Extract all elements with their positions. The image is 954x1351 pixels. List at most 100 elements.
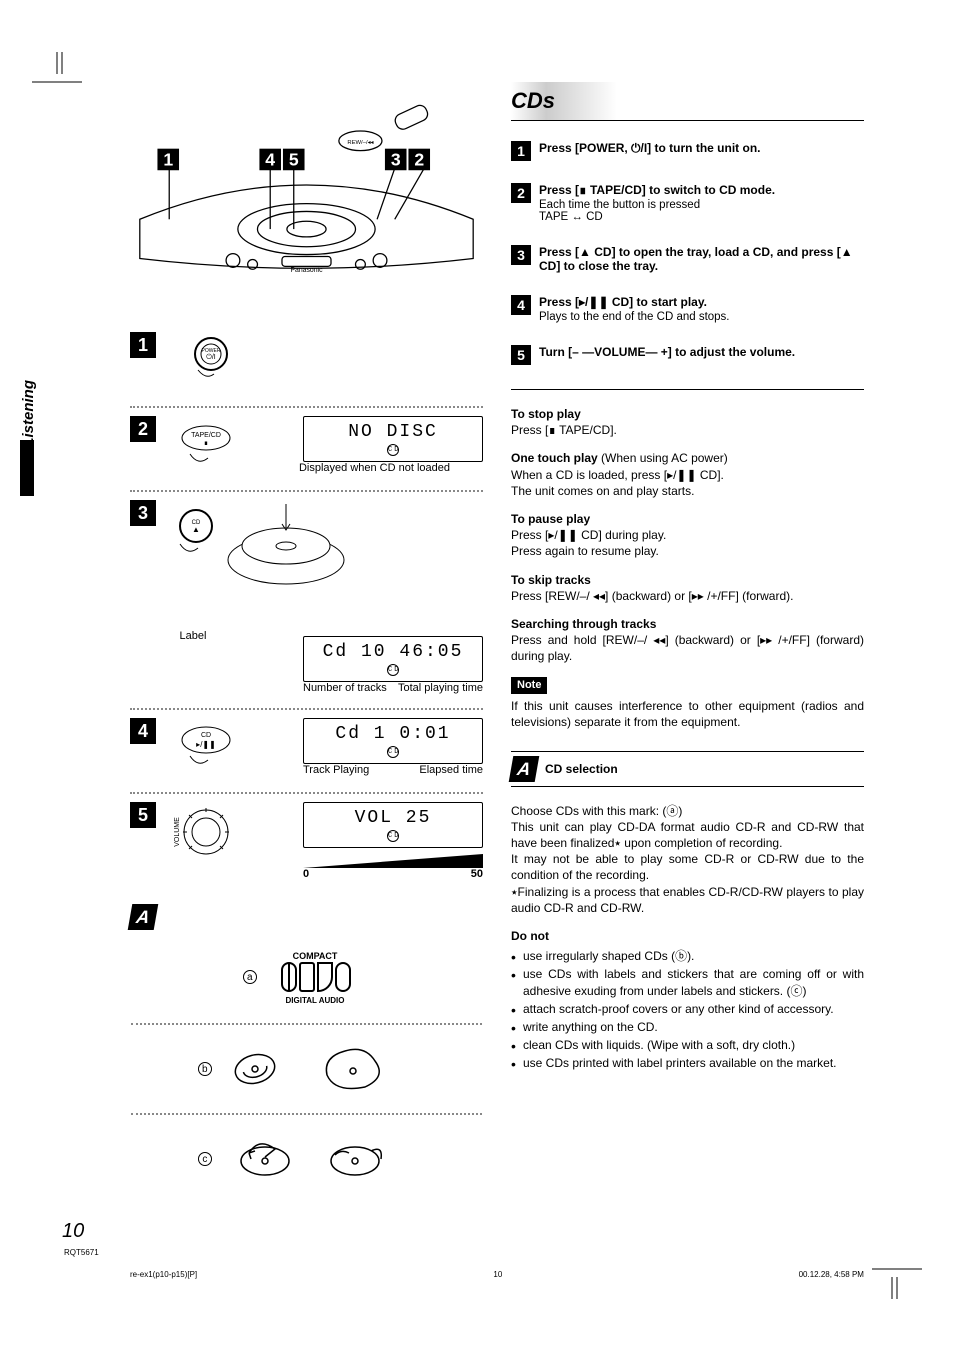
lcd-display: Cd 1 0:01 CD bbox=[303, 718, 483, 764]
side-tab-label: Listening bbox=[20, 380, 37, 447]
searching-tracks: Searching through tracksPress and hold [… bbox=[511, 616, 864, 665]
step-number: 1 bbox=[130, 332, 156, 358]
crop-top-left bbox=[32, 52, 82, 92]
svg-text:▸/❚❚: ▸/❚❚ bbox=[196, 740, 216, 749]
step-subtext: Plays to the end of the CD and stops. bbox=[539, 311, 864, 323]
svg-text:CD: CD bbox=[201, 732, 211, 739]
content-area: REW/–/◂◂ Panasonic 1 4 5 3 2 bbox=[130, 82, 864, 1255]
section-letter-badge: A bbox=[509, 756, 540, 782]
svg-text:COMPACT: COMPACT bbox=[293, 951, 338, 961]
svg-text:Panasonic: Panasonic bbox=[290, 267, 323, 274]
footer-left: re-ex1(p10-p15)[P] bbox=[130, 1270, 197, 1279]
caption-right: Total playing time bbox=[398, 682, 483, 694]
instruction-step: 2 Press [∎ TAPE/CD] to switch to CD mode.… bbox=[511, 183, 864, 223]
volume-knob-icon: VOLUME bbox=[166, 802, 256, 862]
lcd-text: Cd 10 46:05 bbox=[323, 642, 464, 662]
lcd-text: Cd 1 0:01 bbox=[335, 724, 450, 744]
device-figure: REW/–/◂◂ Panasonic 1 4 5 3 2 bbox=[130, 82, 483, 330]
instruction-step: 5 Turn [– —VOLUME— +] to adjust the volum… bbox=[511, 345, 864, 365]
svg-text:2: 2 bbox=[414, 149, 424, 169]
do-not-list: use irregularly shaped CDs (ⓑ). use CDs … bbox=[511, 948, 864, 1071]
lcd-text: NO DISC bbox=[348, 422, 438, 442]
caption-right: Elapsed time bbox=[419, 764, 483, 776]
step-text: Press [POWER, ⏻/I] to turn the unit on. bbox=[539, 141, 864, 156]
svg-text:TAPE/CD: TAPE/CD bbox=[191, 432, 221, 439]
lcd-display: Cd 10 46:05 CD bbox=[303, 636, 483, 682]
step-display-area: Cd 10 46:05 CD Number of tracks Total pl… bbox=[266, 636, 483, 694]
left-column: REW/–/◂◂ Panasonic 1 4 5 3 2 bbox=[130, 82, 483, 1255]
caption-left: Number of tracks bbox=[303, 682, 387, 694]
to-pause-play: To pause playPress [▸/❚❚ CD] during play… bbox=[511, 511, 864, 560]
marker-a: a bbox=[243, 970, 257, 984]
left-step-5: 5 VOLUME VOL 25 CD 050 bbox=[130, 802, 483, 880]
step-number: 2 bbox=[130, 416, 156, 442]
irregular-cds-row: b bbox=[131, 1031, 482, 1107]
footer-center: 10 bbox=[493, 1270, 502, 1279]
note-tag: Note bbox=[511, 677, 547, 694]
svg-text:3: 3 bbox=[391, 149, 401, 169]
playpause-button-icon: CD▸/❚❚ bbox=[166, 718, 256, 768]
divider-dots bbox=[130, 406, 483, 408]
cd-selection-heading: A CD selection bbox=[511, 751, 864, 787]
footer-right: 00.12.28, 4:58 PM bbox=[799, 1270, 864, 1279]
lcd-display: VOL 25 CD bbox=[303, 802, 483, 848]
cd-tray-icon: CD▲ bbox=[166, 500, 366, 610]
page-number: 10 bbox=[62, 1220, 84, 1243]
left-step-4: 4 CD▸/❚❚ Cd 1 0:01 CD Track Playing Elap… bbox=[130, 718, 483, 778]
svg-text:VOLUME: VOLUME bbox=[174, 817, 181, 847]
tapecd-button-icon: TAPE/CD∎ bbox=[166, 416, 256, 466]
step-text: Press [∎ TAPE/CD] to switch to CD mode. bbox=[539, 183, 864, 197]
step-text: Press [▸/❚❚ CD] to start play. bbox=[539, 295, 864, 309]
device-lineart: REW/–/◂◂ Panasonic 1 4 5 3 2 bbox=[130, 82, 483, 317]
step-number: 3 bbox=[511, 245, 531, 265]
step-subtext: Each time the button is pressed TAPE ↔ C… bbox=[539, 199, 864, 223]
instruction-step: 3Press [▲ CD] to open the tray, load a C… bbox=[511, 245, 864, 273]
svg-text:4: 4 bbox=[265, 149, 275, 169]
power-button-icon: POWER⏻/I bbox=[166, 332, 256, 382]
to-stop-play: To stop playPress [∎ TAPE/CD]. bbox=[511, 406, 864, 438]
divider-dots bbox=[130, 792, 483, 794]
doc-code: RQT5671 bbox=[64, 1248, 99, 1257]
svg-text:1: 1 bbox=[163, 149, 173, 169]
svg-text:▲: ▲ bbox=[192, 525, 200, 534]
lcd-display: NO DISC CD bbox=[303, 416, 483, 462]
list-item: use irregularly shaped CDs (ⓑ). bbox=[523, 948, 864, 964]
cd-selection-body: Choose CDs with this mark: (ⓐ) This unit… bbox=[511, 803, 864, 916]
caption-left: Track Playing bbox=[303, 764, 369, 776]
divider-dots bbox=[130, 708, 483, 710]
lcd-icon: CD bbox=[387, 830, 399, 842]
right-column: CDs 1Press [POWER, ⏻/I] to turn the unit… bbox=[511, 82, 864, 1255]
note-block: NoteIf this unit causes interference to … bbox=[511, 676, 864, 730]
svg-text:⏻/I: ⏻/I bbox=[206, 353, 215, 361]
step-number: 5 bbox=[511, 345, 531, 365]
label-caption: Label bbox=[130, 630, 256, 642]
lcd-icon: CD bbox=[387, 664, 399, 676]
step-number: 3 bbox=[130, 500, 156, 526]
divider-rule bbox=[511, 389, 864, 390]
left-step-3: 3 CD▲ Label Cd 10 46:05 bbox=[130, 500, 483, 694]
step-text: Turn [– —VOLUME— +] to adjust the volume… bbox=[539, 345, 864, 359]
marker-c: c bbox=[198, 1152, 212, 1166]
vol-max: 50 bbox=[471, 868, 483, 880]
svg-text:∎: ∎ bbox=[204, 440, 208, 447]
instruction-step: 1 Press [POWER, ⏻/I] to turn the unit on. bbox=[511, 141, 864, 161]
cd-logo-row: a COMPACT DIGITAL AUDIO bbox=[131, 937, 482, 1017]
divider-dots bbox=[130, 490, 483, 492]
lcd-icon: CD bbox=[387, 444, 399, 456]
step-display-area: VOL 25 CD 050 bbox=[266, 802, 483, 880]
list-item: use CDs printed with label printers avai… bbox=[523, 1055, 864, 1071]
step-display-area: NO DISC CD Displayed when CD not loaded bbox=[266, 416, 483, 474]
step-number: 2 bbox=[511, 183, 531, 203]
lcd-caption: Displayed when CD not loaded bbox=[266, 462, 483, 474]
page: Listening REW/–/◂◂ bbox=[0, 0, 954, 1351]
svg-text:DIGITAL AUDIO: DIGITAL AUDIO bbox=[286, 996, 345, 1005]
step-display-area: Cd 1 0:01 CD Track Playing Elapsed time bbox=[266, 718, 483, 776]
list-item: use CDs with labels and stickers that ar… bbox=[523, 966, 864, 998]
step-number: 1 bbox=[511, 141, 531, 161]
compact-disc-logo-icon: COMPACT DIGITAL AUDIO bbox=[260, 947, 370, 1007]
instruction-step: 4 Press [▸/❚❚ CD] to start play. Plays to … bbox=[511, 295, 864, 323]
volume-wedge-icon bbox=[303, 854, 483, 868]
step-number: 4 bbox=[511, 295, 531, 315]
svg-text:REW/–/◂◂: REW/–/◂◂ bbox=[347, 140, 373, 146]
list-item: clean CDs with liquids. (Wipe with a sof… bbox=[523, 1037, 864, 1053]
